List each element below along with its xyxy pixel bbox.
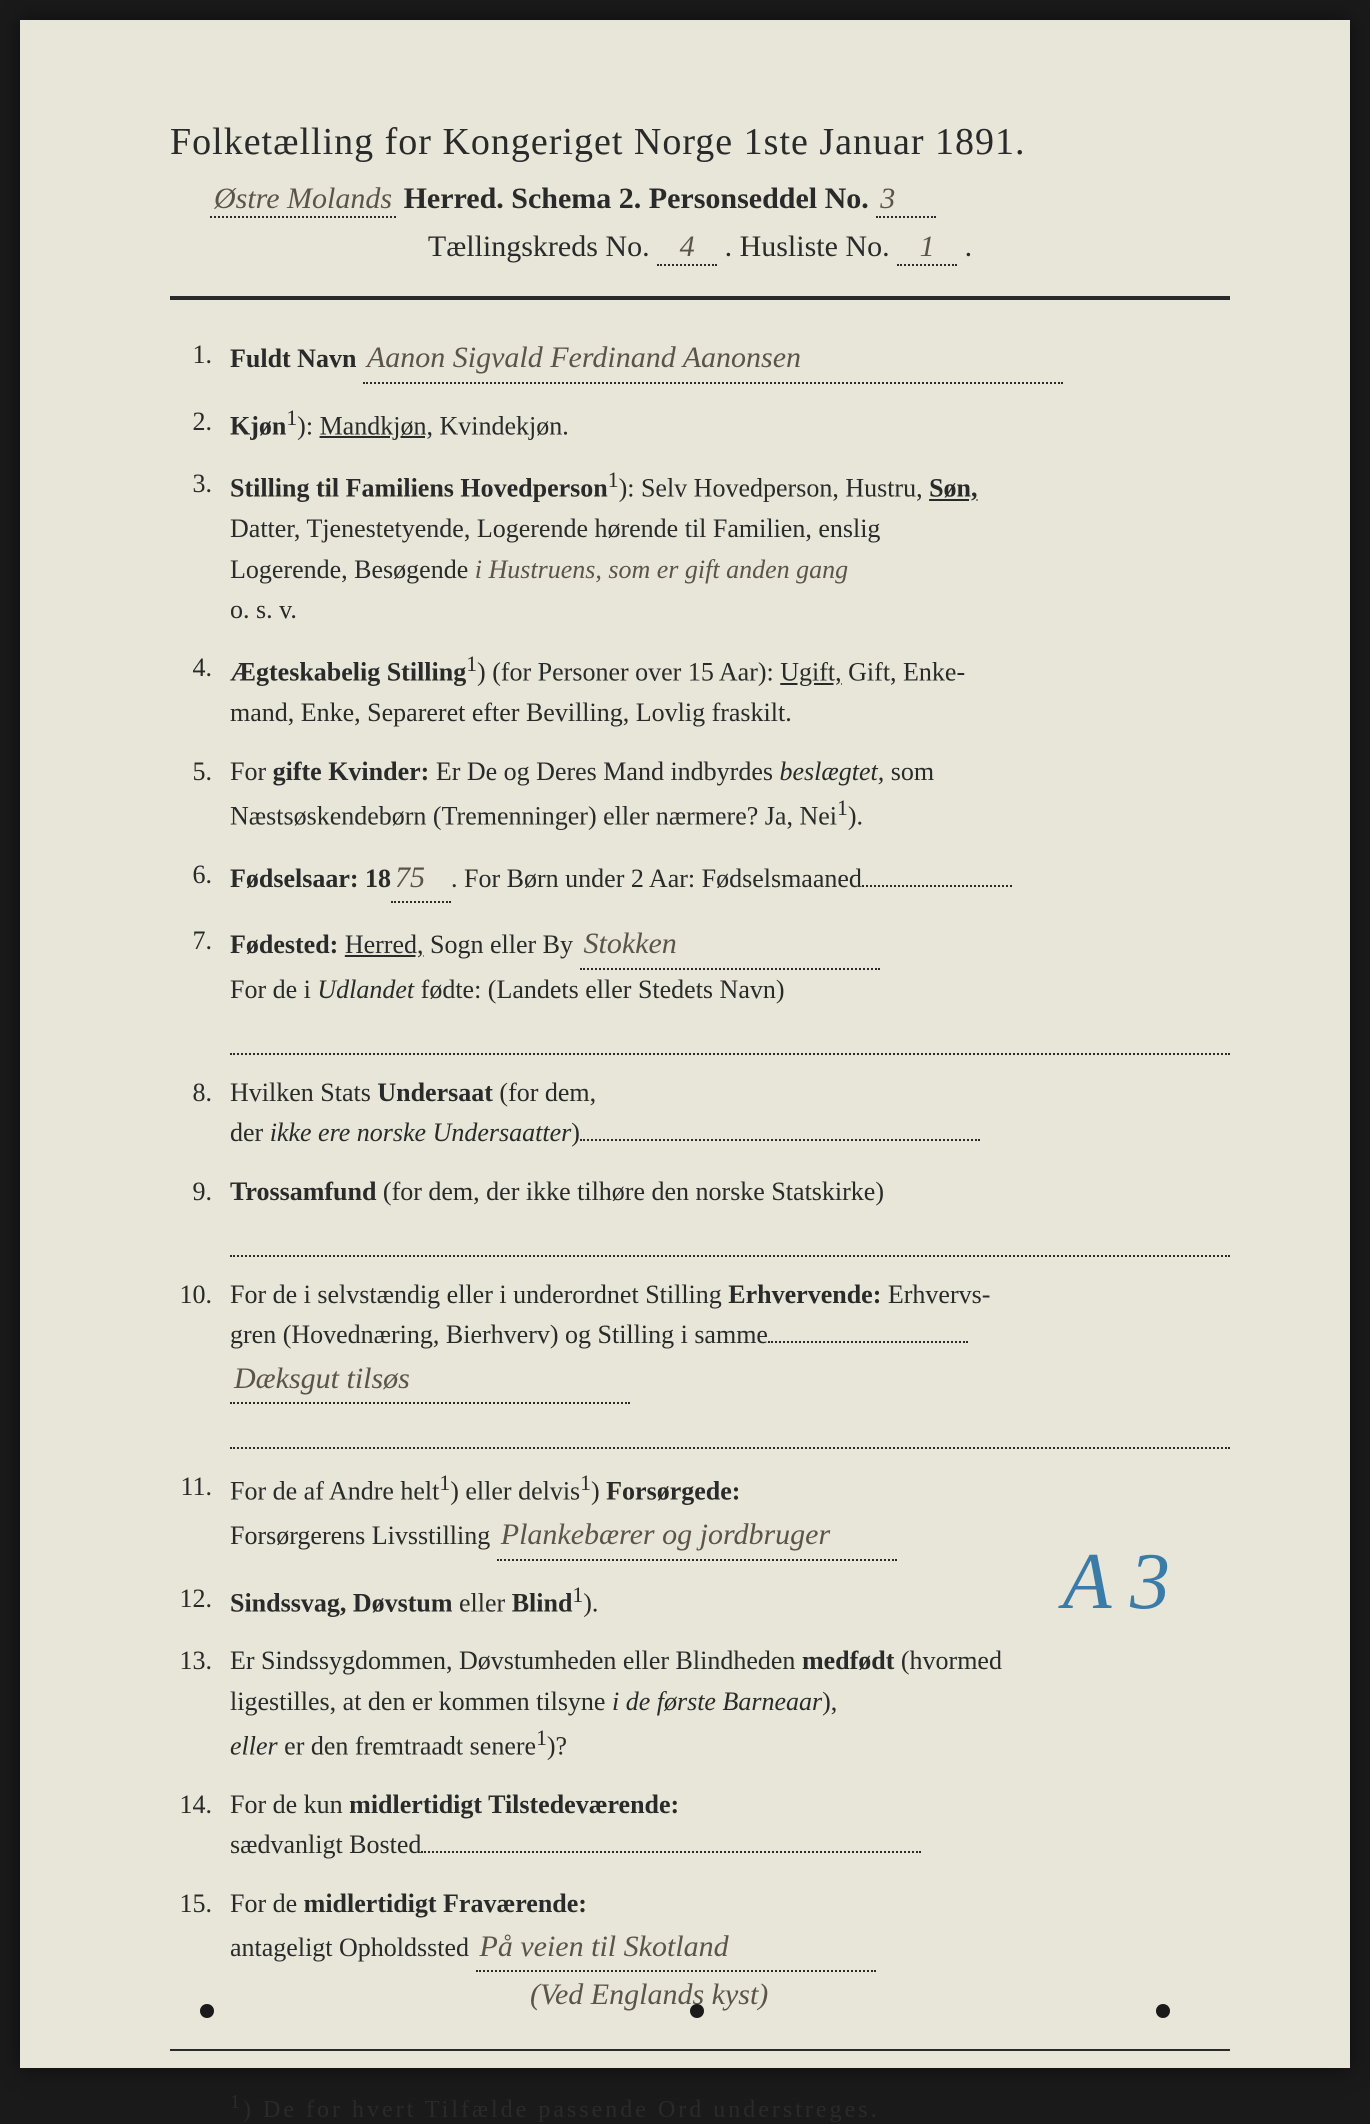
header-line-2: Østre Molands Herred. Schema 2. Personse… (170, 182, 1230, 218)
husliste-label: . Husliste No. (725, 230, 890, 263)
whereabouts-hand2: (Ved Englands kyst) (230, 1978, 768, 2011)
punch-hole-icon (200, 2004, 214, 2018)
census-form-page: Folketælling for Kongeriget Norge 1ste J… (20, 20, 1350, 2068)
kreds-label: Tællingskreds No. (428, 230, 650, 263)
full-name-hand: Aanon Sigvald Ferdinand Aanonsen (363, 335, 1063, 384)
birthplace-hand: Stokken (580, 921, 880, 970)
main-title: Folketælling for Kongeriget Norge 1ste J… (170, 120, 1230, 164)
provider-hand: Plankebærer og jordbruger (497, 1512, 897, 1561)
whereabouts-hand: På veien til Skotland (476, 1924, 876, 1973)
item-10: 10. For de i selvstændig eller i underor… (170, 1275, 1230, 1449)
herred-schema-label: Herred. Schema 2. Personseddel No. (404, 182, 869, 215)
personseddel-no: 3 (876, 182, 936, 218)
item-6: 6. Fødselsaar: 1875. For Børn under 2 Aa… (170, 855, 1230, 904)
item-1: 1. Fuldt Navn Aanon Sigvald Ferdinand Aa… (170, 335, 1230, 384)
blue-annotation: A 3 (1063, 1537, 1170, 1628)
punch-hole-icon (1156, 2004, 1170, 2018)
item-5: 5. For gifte Kvinder: Er De og Deres Man… (170, 752, 1230, 837)
divider-bottom (170, 2049, 1230, 2051)
item-13: 13. Er Sindssygdommen, Døvstumheden elle… (170, 1641, 1230, 1767)
item-2: 2. Kjøn1): Mandkjøn, Kvindekjøn. (170, 402, 1230, 447)
item-7: 7. Fødested: Herred, Sogn eller By Stokk… (170, 921, 1230, 1055)
occupation-hand: Dæksgut tilsøs (230, 1356, 630, 1405)
item-4: 4. Ægteskabelig Stilling1) (for Personer… (170, 648, 1230, 733)
kreds-no: 4 (657, 230, 717, 266)
item-8: 8. Hvilken Stats Undersaat (for dem, der… (170, 1073, 1230, 1154)
item3-hand: i Hustruens, som er gift anden gang (475, 555, 848, 584)
divider-top (170, 296, 1230, 300)
husliste-no: 1 (897, 230, 957, 266)
birth-year: 75 (391, 855, 451, 904)
herred-handwritten: Østre Molands (210, 182, 396, 218)
item-15: 15. For de midlertidigt Fraværende: anta… (170, 1884, 1230, 2019)
item-3: 3. Stilling til Familiens Hovedperson1):… (170, 464, 1230, 630)
item-9: 9. Trossamfund (for dem, der ikke tilhør… (170, 1172, 1230, 1257)
header-line-3: Tællingskreds No. 4 . Husliste No. 1 . (170, 230, 1230, 266)
punch-hole-icon (690, 2004, 704, 2018)
footnote: 1) De for hvert Tilfælde passende Ord un… (170, 2091, 1230, 2124)
item-14: 14. For de kun midlertidigt Tilstedevære… (170, 1785, 1230, 1866)
